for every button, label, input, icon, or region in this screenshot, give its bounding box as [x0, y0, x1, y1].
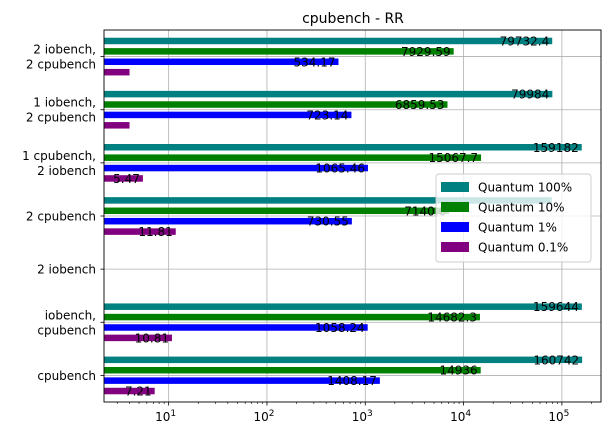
x-tick-exponent: 2	[269, 409, 275, 419]
x-tick-base: 10	[352, 410, 367, 424]
y-category-label: cpubench	[37, 369, 96, 383]
x-tick-label: 101	[155, 409, 176, 424]
bar-value-label: 7.21	[125, 385, 152, 399]
y-category-label: 2 cpubench	[26, 111, 96, 125]
legend-label: Quantum 1%	[478, 221, 557, 235]
bar-value-label: 15067.7	[428, 151, 478, 165]
legend-box	[435, 173, 592, 263]
bar-value-label: 159644	[533, 300, 579, 314]
y-category-label: cpubench	[37, 323, 96, 337]
data-labels: 160742 159644 159182 79984 79732.4 14936 14682…	[113, 34, 579, 398]
bar	[104, 303, 582, 310]
bar	[104, 334, 172, 342]
x-tick-label: 104	[450, 409, 471, 424]
bars	[104, 37, 583, 395]
bar-value-label: 79984	[511, 88, 549, 102]
bar	[104, 90, 553, 98]
bar	[104, 387, 155, 395]
x-tick-base: 10	[155, 410, 170, 424]
bar-value-label: 160742	[533, 353, 579, 367]
x-tick-exponent: 3	[367, 409, 373, 419]
bar	[104, 228, 176, 235]
bar	[104, 48, 454, 55]
bar	[104, 37, 553, 45]
bar-value-label: 14682.3	[427, 311, 477, 325]
bar	[104, 154, 482, 161]
bar-value-label: 534.17	[293, 55, 335, 69]
bar-value-label: 6859.53	[395, 98, 445, 112]
x-tick-base: 10	[548, 410, 563, 424]
y-category-label: 2 iobench	[37, 164, 96, 178]
bar	[104, 122, 130, 129]
bar-value-label: 14936	[440, 364, 478, 378]
bar	[104, 68, 130, 76]
bar	[104, 313, 480, 321]
legend-swatch	[441, 182, 469, 192]
legend-swatch	[441, 242, 469, 252]
y-category-label: 2 cpubench	[26, 210, 96, 224]
x-tick-label: 105	[548, 409, 569, 424]
bar	[104, 197, 552, 204]
bar	[104, 164, 368, 172]
x-axis: 101 102 103 104 105	[116, 402, 592, 424]
y-category-label: 2 iobench	[37, 263, 96, 277]
bar-value-label: 10.81	[135, 331, 169, 345]
y-category-label: 1 iobench,	[33, 96, 96, 110]
x-tick-exponent: 1	[170, 409, 176, 419]
bar	[104, 377, 380, 384]
bar	[104, 175, 143, 182]
bar	[104, 356, 583, 364]
bar	[104, 111, 352, 119]
legend-label: Quantum 10%	[478, 201, 565, 215]
bar-value-label: 1408.17	[327, 374, 377, 388]
bar-value-label: 159182	[533, 141, 579, 155]
legend-label: Quantum 0.1%	[478, 241, 568, 255]
bar	[104, 101, 448, 108]
bar	[104, 366, 481, 374]
x-tick-label: 102	[253, 409, 274, 424]
y-category-label: iobench,	[45, 308, 96, 322]
x-tick-exponent: 5	[564, 409, 570, 419]
bar	[104, 324, 368, 331]
bar-value-label: 79732.4	[500, 34, 550, 48]
bar	[104, 207, 450, 215]
x-tick-exponent: 4	[465, 409, 471, 419]
bar	[104, 58, 339, 66]
bar-value-label: 1058.24	[315, 321, 365, 335]
bar-value-label: 730.55	[307, 215, 349, 229]
x-tick-base: 10	[450, 410, 465, 424]
bar	[104, 217, 352, 225]
plot-area	[103, 29, 602, 403]
bar-value-label: 5.47	[113, 172, 140, 186]
x-tick-label: 103	[352, 409, 373, 424]
legend: Quantum 100% Quantum 10% Quantum 1% Quantum…	[435, 173, 592, 263]
y-category-label: 1 cpubench,	[22, 149, 96, 163]
legend-swatch	[441, 222, 469, 232]
bar-value-label: 11.81	[138, 225, 172, 239]
bar-value-label: 7929.59	[401, 45, 451, 59]
y-category-label: 2 cpubench	[26, 58, 96, 72]
legend-swatch	[441, 202, 469, 212]
legend-label: Quantum 100%	[478, 181, 572, 195]
x-tick-base: 10	[253, 410, 268, 424]
bar	[104, 144, 582, 151]
chart-title: cpubench - RR	[302, 11, 404, 27]
bar-value-label: 723.14	[306, 108, 348, 122]
y-category-label: 2 iobench,	[33, 43, 96, 57]
bar-value-label: 1065.46	[315, 162, 365, 176]
